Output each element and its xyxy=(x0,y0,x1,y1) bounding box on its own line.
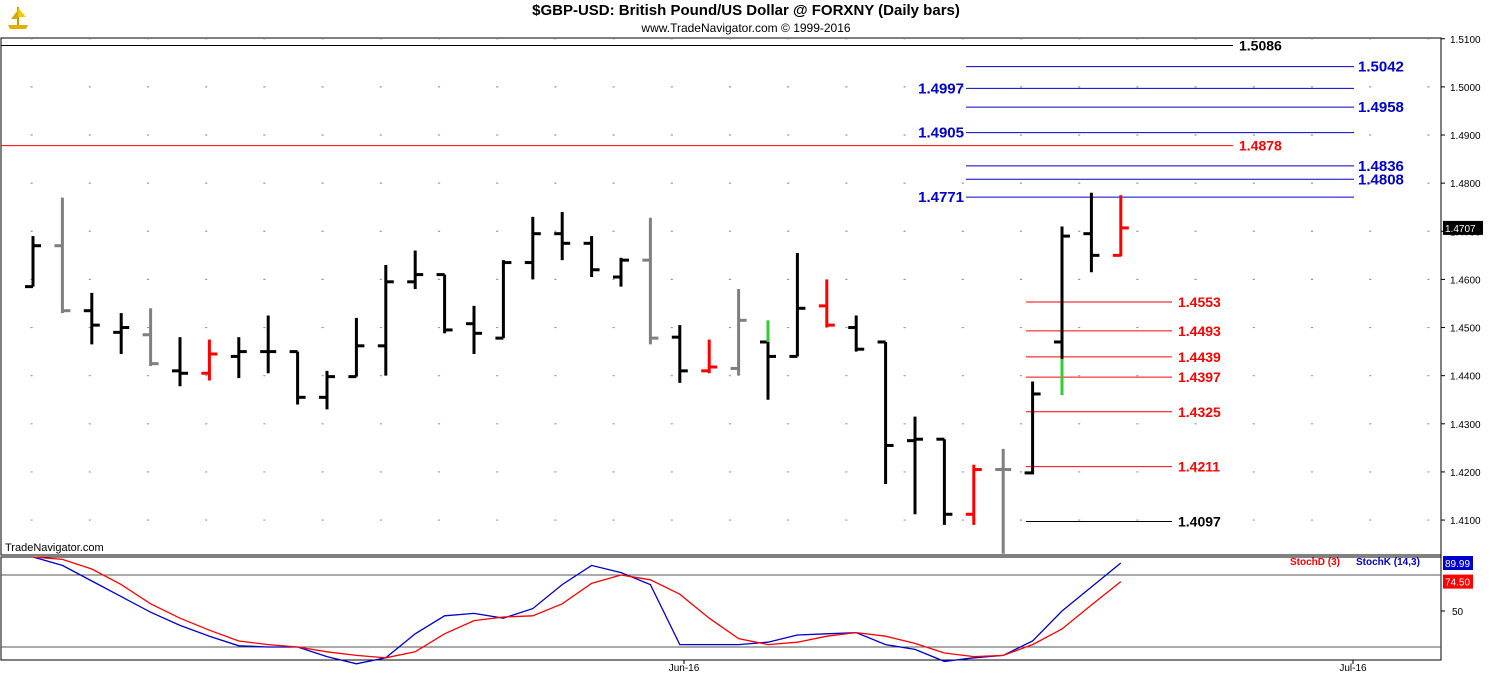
level-label: 1.4958 xyxy=(1358,99,1404,116)
ohlc-bar xyxy=(407,250,424,290)
last-price-label: 1.4707 xyxy=(1445,224,1476,235)
ohlc-bar xyxy=(760,337,776,400)
x-axis-label: Jun-16 xyxy=(669,663,700,674)
stoch-series-line xyxy=(32,556,1122,665)
ohlc-bar xyxy=(730,289,747,376)
level-label: 1.4493 xyxy=(1178,323,1221,339)
ohlc-bar xyxy=(466,305,482,355)
ohlc-bar xyxy=(554,212,571,261)
ohlc-bar xyxy=(965,464,982,525)
stoch-last-value-box xyxy=(1443,556,1473,571)
ohlc-bar xyxy=(436,273,453,334)
ohlc-bar xyxy=(260,315,277,374)
level-label: 1.4905 xyxy=(918,125,964,142)
level-label: 1.4553 xyxy=(1178,294,1221,310)
stoch-last-value-label: 74.50 xyxy=(1445,578,1470,589)
ohlc-bar xyxy=(495,260,512,340)
stoch-last-value-box xyxy=(1443,574,1473,589)
ohlc-bar xyxy=(701,339,718,374)
ohlc-bar xyxy=(671,325,688,383)
price-axis-label: 1.4500 xyxy=(1450,324,1481,335)
level-label: 1.4097 xyxy=(1178,514,1221,530)
ohlc-bar xyxy=(142,308,159,367)
ohlc-bar xyxy=(936,437,953,525)
price-axis-label: 1.5100 xyxy=(1450,35,1481,46)
level-label: 1.5042 xyxy=(1358,59,1404,76)
watermark-text: TradeNavigator.com xyxy=(5,542,104,554)
ohlc-bar xyxy=(113,313,130,355)
level-label: 1.4771 xyxy=(918,189,964,206)
ohlc-bar xyxy=(201,339,218,381)
stoch-legend-item: StochD (3) xyxy=(1290,557,1340,568)
level-label: 1.5086 xyxy=(1239,38,1282,54)
ohlc-bar xyxy=(789,252,806,358)
price-axis-label: 1.4800 xyxy=(1450,179,1481,190)
price-panel-frame xyxy=(0,37,1442,556)
level-label: 1.4878 xyxy=(1239,138,1282,154)
stoch-legend-item: StochK (14,3) xyxy=(1356,557,1420,568)
level-label: 1.4325 xyxy=(1178,404,1221,420)
ohlc-bar xyxy=(25,236,41,289)
ohlc-bar xyxy=(583,236,600,278)
price-axis-label: 1.4300 xyxy=(1450,420,1481,431)
price-axis-label: 1.4100 xyxy=(1450,516,1481,527)
price-axis-label: 1.4900 xyxy=(1450,131,1481,142)
ohlc-bar xyxy=(642,217,659,345)
ohlc-bar xyxy=(818,279,835,328)
ohlc-bar xyxy=(613,257,629,287)
price-axis-label: 1.4600 xyxy=(1450,275,1481,286)
level-label: 1.4211 xyxy=(1178,459,1220,475)
ohlc-bar xyxy=(995,448,1012,554)
ohlc-bar xyxy=(83,292,100,345)
price-axis-label: 1.4200 xyxy=(1450,468,1481,479)
x-axis-label: Jul-16 xyxy=(1339,663,1367,674)
level-label: 1.4808 xyxy=(1358,171,1404,188)
level-label: 1.4836 xyxy=(1358,158,1404,175)
stoch-axis-label: 50 xyxy=(1452,607,1464,618)
ohlc-bar xyxy=(348,317,365,379)
price-axis-label: 1.5000 xyxy=(1450,83,1481,94)
stoch-series-line xyxy=(32,556,1122,659)
trade-navigator-logo-icon xyxy=(4,3,32,31)
ohlc-bar xyxy=(289,350,306,405)
ohlc-bar xyxy=(907,416,923,515)
ohlc-bar xyxy=(877,340,894,484)
ohlc-bar xyxy=(848,315,865,352)
ohlc-bar xyxy=(377,264,394,376)
level-label: 1.4439 xyxy=(1178,349,1221,365)
chart-title: $GBP-USD: British Pound/US Dollar @ FORX… xyxy=(532,2,960,19)
ohlc-bar xyxy=(1112,195,1129,257)
ohlc-bar xyxy=(230,337,247,379)
ohlc-bar xyxy=(172,337,188,387)
ohlc-bar xyxy=(54,197,71,314)
ohlc-bar xyxy=(319,370,335,410)
ohlc-bar xyxy=(1024,381,1041,475)
last-price-box xyxy=(1443,220,1483,235)
ohlc-bar xyxy=(524,216,541,280)
level-label: 1.4997 xyxy=(918,80,964,97)
ohlc-bar xyxy=(1083,192,1100,273)
chart-subtitle: www.TradeNavigator.com © 1999-2016 xyxy=(641,21,851,35)
price-axis-label: 1.4400 xyxy=(1450,372,1481,383)
stoch-last-value-label: 89.99 xyxy=(1445,559,1470,570)
level-label: 1.4397 xyxy=(1178,369,1221,385)
